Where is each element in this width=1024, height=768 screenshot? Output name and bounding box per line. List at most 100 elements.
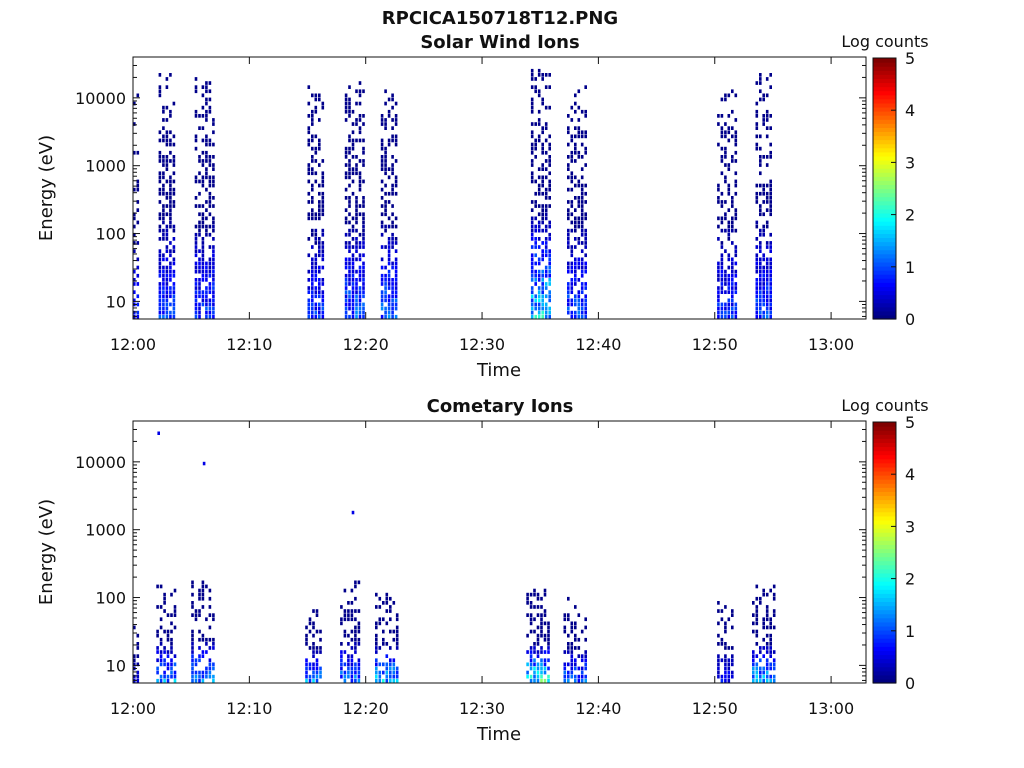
heatmap-cell: [318, 253, 321, 258]
heatmap-cell: [537, 109, 541, 114]
heatmap-cell: [765, 118, 769, 122]
heatmap-cell: [731, 265, 734, 270]
heatmap-cell: [350, 637, 354, 642]
heatmap-cell: [318, 204, 321, 208]
heatmap-cell: [541, 212, 544, 217]
heatmap-cell: [165, 249, 169, 253]
heatmap-cell: [584, 114, 587, 118]
heatmap-cell: [136, 273, 140, 278]
heatmap-cell: [212, 290, 215, 294]
heatmap-cell: [717, 662, 720, 667]
heatmap-cell: [159, 650, 163, 654]
heatmap-cell: [584, 130, 587, 135]
heatmap-cell: [727, 278, 731, 282]
heatmap-cell: [311, 155, 314, 159]
heatmap-cell: [362, 122, 365, 126]
heatmap-cell: [544, 187, 548, 192]
heatmap-cell: [769, 302, 772, 307]
heatmap-cell: [208, 138, 212, 143]
heatmap-cell: [574, 662, 577, 667]
heatmap-cell: [378, 596, 382, 601]
heatmap-cell: [574, 294, 577, 299]
heatmap-cell: [391, 171, 394, 176]
heatmap-cell: [769, 245, 772, 249]
heatmap-cell: [136, 646, 140, 650]
heatmap-cell: [205, 187, 208, 192]
heatmap-cell: [567, 208, 570, 212]
heatmap-cell: [350, 658, 354, 663]
heatmap-cell: [318, 245, 321, 249]
heatmap-cell: [534, 179, 537, 184]
heatmap-cell: [208, 224, 212, 229]
heatmap-cell: [162, 310, 165, 315]
heatmap-cell: [172, 200, 176, 204]
heatmap-cell: [544, 159, 548, 163]
heatmap-cell: [727, 670, 731, 675]
heatmap-cell: [311, 146, 314, 151]
heatmap-cell: [136, 670, 140, 675]
colorbar-segment: [873, 98, 896, 104]
heatmap-cell: [159, 625, 163, 630]
heatmap-cell: [307, 286, 311, 290]
heatmap-cell: [169, 253, 172, 258]
heatmap-cell: [201, 105, 205, 110]
x-tick-label: 13:00: [808, 335, 854, 354]
colorbar-segment: [873, 192, 896, 198]
heatmap-cell: [314, 232, 318, 237]
heatmap-cell: [529, 629, 533, 634]
heatmap-cell: [731, 613, 734, 617]
colorbar-segment: [873, 670, 896, 676]
heatmap-cell: [570, 150, 574, 155]
heatmap-cell: [567, 241, 570, 245]
heatmap-cell: [577, 241, 581, 245]
heatmap-cell: [351, 265, 355, 270]
heatmap-cell: [165, 228, 169, 233]
heatmap-cell: [362, 179, 365, 184]
heatmap-cell: [529, 613, 533, 617]
heatmap-cell: [717, 265, 720, 270]
heatmap-cell: [191, 601, 194, 605]
heatmap-cell: [380, 118, 384, 122]
heatmap-cell: [351, 294, 355, 299]
heatmap-cell: [212, 261, 215, 266]
heatmap-cell: [194, 674, 198, 679]
heatmap-cell: [166, 613, 170, 617]
heatmap-cell: [541, 175, 544, 180]
heatmap-cell: [348, 105, 351, 110]
heatmap-cell: [759, 666, 762, 671]
heatmap-cell: [162, 175, 165, 180]
heatmap-cell: [198, 204, 201, 208]
heatmap-cell: [394, 138, 398, 143]
heatmap-cell: [769, 298, 772, 303]
heatmap-cell: [717, 294, 720, 299]
heatmap-cell: [212, 282, 215, 286]
heatmap-cell: [570, 314, 574, 319]
heatmap-cell: [358, 212, 362, 217]
heatmap-cell: [375, 658, 378, 663]
heatmap-cell: [133, 224, 136, 229]
heatmap-cell: [394, 142, 398, 147]
heatmap-cell: [384, 290, 387, 294]
colorbar-segment: [873, 180, 896, 186]
heatmap-cell: [752, 601, 755, 605]
colorbar-segment: [873, 212, 896, 218]
heatmap-cell: [530, 306, 534, 311]
heatmap-cell: [734, 306, 738, 311]
heatmap-cell: [724, 666, 727, 671]
heatmap-cell: [724, 134, 727, 139]
heatmap-cell: [734, 183, 738, 188]
heatmap-cell: [133, 310, 136, 315]
heatmap-cell: [765, 666, 769, 671]
heatmap-cell: [727, 290, 731, 294]
heatmap-cell: [530, 85, 534, 89]
heatmap-cell: [362, 265, 365, 270]
heatmap-cell: [580, 109, 584, 114]
colorbar-segment: [873, 678, 896, 684]
heatmap-cell: [720, 642, 724, 646]
heatmap-cell: [315, 674, 319, 679]
heatmap-cell: [755, 245, 759, 249]
heatmap-cell: [394, 237, 398, 241]
heatmap-cell: [769, 633, 772, 638]
heatmap-cell: [577, 105, 581, 110]
heatmap-cell: [384, 126, 387, 130]
